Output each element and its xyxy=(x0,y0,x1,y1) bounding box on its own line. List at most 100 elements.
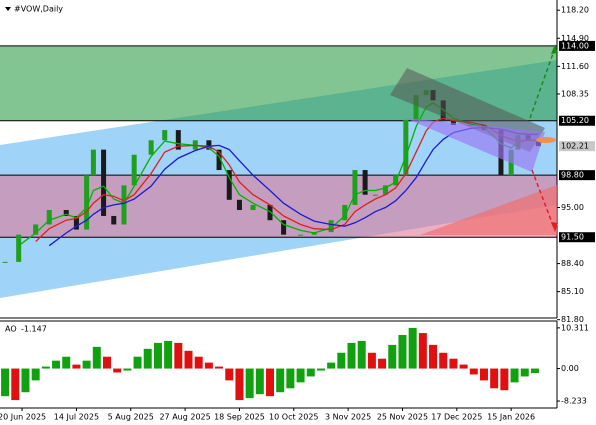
down-arrow-head xyxy=(551,222,558,232)
ao-bar xyxy=(286,368,295,389)
ao-bar xyxy=(113,368,122,373)
x-tick-label: 15 Jan 2026 xyxy=(487,413,535,422)
x-tick-label: 10 Oct 2025 xyxy=(269,413,318,422)
candle xyxy=(403,119,409,176)
level-label-box xyxy=(559,170,595,181)
ao-bar xyxy=(357,340,366,369)
candle xyxy=(63,210,69,216)
y-tick-label: 118.20 xyxy=(561,6,589,15)
level-label-box xyxy=(559,232,595,243)
x-tick-label: 20 Jun 2025 xyxy=(0,413,46,422)
y-tick-label: 111.60 xyxy=(561,62,589,71)
annotations xyxy=(390,44,558,235)
ao-bar xyxy=(469,368,478,375)
current-price-label: 102.21 xyxy=(561,142,589,151)
ao-bar xyxy=(530,368,539,374)
ao-bar xyxy=(82,360,91,369)
x-tick-label: 14 Jul 2025 xyxy=(54,413,99,422)
y-tick-label: 95.00 xyxy=(561,203,584,212)
candle xyxy=(101,149,107,216)
candle xyxy=(162,130,168,141)
candle xyxy=(372,194,378,196)
candle xyxy=(2,261,8,263)
ao-bar xyxy=(459,364,468,369)
candle xyxy=(90,149,96,176)
candle xyxy=(33,224,39,235)
candle xyxy=(382,185,388,195)
ao-bar xyxy=(479,368,488,381)
y-tick-label: 10.311 xyxy=(561,323,589,332)
ao-bar xyxy=(194,356,203,369)
price-marker xyxy=(536,137,556,143)
ao-bar xyxy=(266,368,275,397)
ao-bar xyxy=(143,348,152,369)
y-tick-label: 114.90 xyxy=(561,34,589,43)
y-tick-label: 0.00 xyxy=(561,364,579,373)
down-arrow xyxy=(531,169,555,229)
ao-bar xyxy=(327,362,336,369)
ao-bar xyxy=(316,368,325,371)
x-tick-label: 27 Aug 2025 xyxy=(159,413,210,422)
purple-triangle xyxy=(405,118,545,172)
candle xyxy=(206,140,212,150)
ao-bar xyxy=(439,352,448,369)
ao-value: -1.147 xyxy=(21,325,47,334)
candle xyxy=(328,220,334,233)
candle xyxy=(131,154,137,186)
candle xyxy=(16,234,22,262)
candle xyxy=(236,199,242,211)
ao-bar xyxy=(337,352,346,369)
candle xyxy=(121,185,127,225)
candle xyxy=(226,170,232,200)
candle xyxy=(73,215,79,230)
x-tick-label: 18 Sep 2025 xyxy=(214,413,265,422)
candle xyxy=(450,119,456,125)
ao-bar xyxy=(1,368,10,397)
ao-bar xyxy=(174,342,183,369)
candle xyxy=(352,170,358,205)
candle xyxy=(298,234,304,236)
y-tick-label: 108.35 xyxy=(561,89,589,98)
ao-bar xyxy=(378,358,387,369)
candle xyxy=(216,149,222,171)
ao-bar xyxy=(418,333,427,369)
ao-bar xyxy=(449,358,458,369)
ao-bar xyxy=(92,346,101,369)
x-tick-label: 25 Nov 2025 xyxy=(377,413,428,422)
level-label-box xyxy=(559,40,595,51)
ao-bar xyxy=(520,368,529,377)
ao-title: AO xyxy=(5,325,17,334)
up-arrow-head xyxy=(551,44,558,54)
red-triangle xyxy=(420,185,557,235)
candle xyxy=(84,175,90,230)
candle xyxy=(250,204,256,211)
ao-bar xyxy=(245,368,254,399)
ao-bar xyxy=(296,368,305,383)
current-price-box xyxy=(559,141,595,152)
x-tick-label: 3 Nov 2025 xyxy=(325,413,371,422)
ao-bar xyxy=(164,340,173,369)
y-tick-label: 81.80 xyxy=(561,315,584,324)
level-label: 105.20 xyxy=(561,116,589,125)
ao-bar xyxy=(153,342,162,369)
ao-bar xyxy=(62,356,71,369)
up-arrow xyxy=(529,47,556,119)
candle xyxy=(46,210,52,225)
ao-bar xyxy=(398,335,407,369)
ao-bar xyxy=(429,344,438,369)
ao-bar xyxy=(72,364,81,369)
candle xyxy=(362,170,368,195)
ao-bar xyxy=(347,342,356,369)
candle xyxy=(111,215,117,225)
y-tick-label: -8.233 xyxy=(561,397,587,406)
ao-bar xyxy=(21,368,30,393)
ao-bar xyxy=(123,368,132,371)
ao-bar xyxy=(500,368,509,391)
level-label: 114.00 xyxy=(561,41,589,50)
level-label-box xyxy=(559,115,595,126)
ao-bar xyxy=(306,368,315,377)
ao-bar xyxy=(235,368,244,401)
ao-bar xyxy=(510,368,519,383)
